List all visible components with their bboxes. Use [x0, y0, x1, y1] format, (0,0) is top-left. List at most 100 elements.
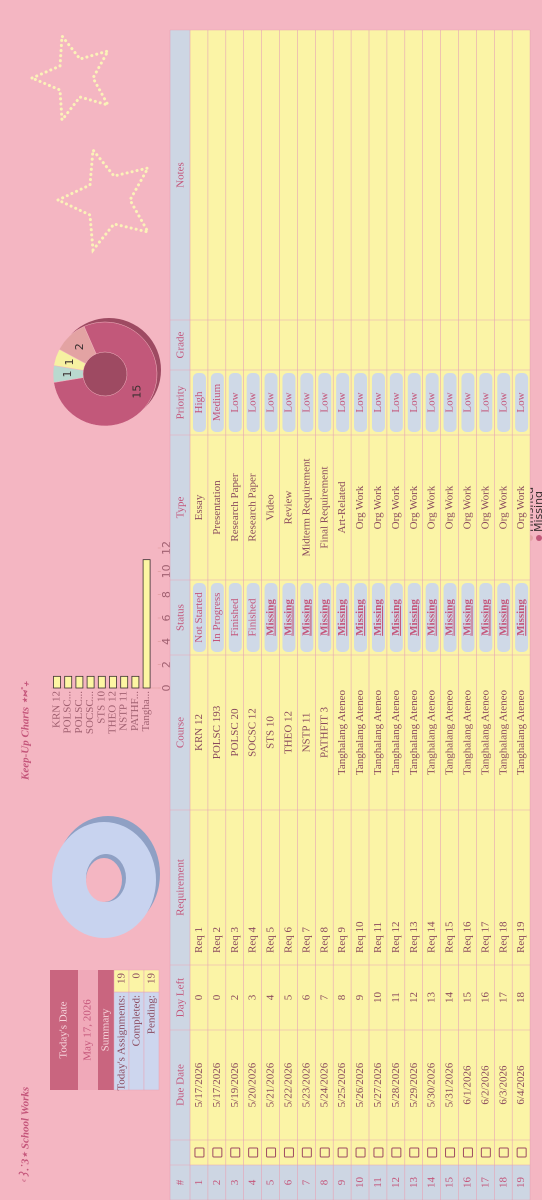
bar [86, 675, 95, 689]
status-chip [336, 583, 350, 652]
day-left: 0 [193, 994, 205, 1000]
type: Essay [193, 494, 205, 520]
day-left: 3 [247, 994, 259, 1000]
summary-label: Pending: [146, 995, 158, 1034]
status: Not Started [193, 592, 205, 643]
row-number: 14 [426, 1177, 438, 1189]
course: Tanghalang Ateneo [515, 689, 527, 775]
priority-chip [192, 373, 206, 432]
priority: Low [461, 392, 473, 412]
checkbox[interactable] [283, 1147, 294, 1158]
summary-value: 19 [146, 973, 158, 985]
course: POLSC 20 [229, 708, 241, 756]
checkbox[interactable] [212, 1147, 223, 1158]
status-chip [300, 583, 314, 652]
date-value: May 17, 2026 [82, 999, 94, 1061]
requirement: Req 8 [318, 927, 330, 953]
due-date: 5/23/2026 [300, 1062, 312, 1107]
status: In Progress [211, 593, 223, 643]
bar [75, 675, 84, 689]
checkbox[interactable] [248, 1147, 259, 1158]
category-label: STS 10 [95, 691, 107, 724]
status: Missing [408, 599, 420, 636]
checkbox[interactable] [445, 1147, 456, 1158]
checkbox[interactable] [301, 1147, 312, 1158]
x-tick-label: 4 [160, 638, 173, 645]
status: Missing [444, 599, 456, 636]
type: Org Work [354, 485, 366, 529]
due-date: 5/17/2026 [211, 1062, 223, 1107]
day-left: 15 [461, 992, 473, 1004]
due-date: 5/27/2026 [372, 1062, 384, 1107]
priority-chip [318, 373, 332, 432]
checkbox[interactable] [373, 1147, 384, 1158]
requirement: Req 18 [497, 921, 509, 953]
priority: Low [408, 392, 420, 412]
status-chip [461, 583, 475, 652]
status: Missing [426, 599, 438, 636]
priority-chip [264, 373, 278, 432]
status-chip [389, 583, 403, 652]
checkbox[interactable] [319, 1147, 330, 1158]
column-header: # [175, 1179, 187, 1185]
due-date: 5/21/2026 [265, 1062, 277, 1107]
priority: Low [336, 392, 348, 412]
checkbox[interactable] [498, 1147, 509, 1158]
day-left: 13 [426, 992, 438, 1004]
bar [97, 675, 106, 689]
status: Missing [300, 599, 312, 636]
type: Org Work [390, 485, 402, 529]
day-left: 9 [354, 994, 366, 1000]
status: Missing [265, 599, 277, 636]
course: Tanghalang Ateneo [426, 689, 438, 775]
type: Midterm Requirement [300, 458, 312, 556]
due-date: 5/24/2026 [318, 1062, 330, 1107]
status: Missing [497, 599, 509, 636]
column-header: Requirement [175, 859, 187, 916]
course: Tanghalang Ateneo [372, 689, 384, 775]
status-chip [479, 583, 493, 652]
type: Org Work [497, 485, 509, 529]
row-number: 2 [211, 1180, 223, 1186]
requirement: Req 16 [461, 921, 473, 953]
row-number: 6 [282, 1179, 294, 1185]
column-header: Type [175, 496, 187, 518]
checkbox[interactable] [337, 1147, 348, 1158]
charts-title: Keep-Up Charts ⋆⑅˚₊ [20, 681, 32, 781]
status-chip [443, 583, 457, 652]
checkbox[interactable] [516, 1147, 527, 1158]
status: Missing [318, 599, 330, 636]
due-date: 5/19/2026 [229, 1062, 241, 1107]
checkbox[interactable] [194, 1147, 205, 1158]
course: Tanghalang Ateneo [461, 689, 473, 775]
priority-chip [282, 373, 296, 432]
checkbox[interactable] [230, 1147, 241, 1158]
category-label: Tangha... [140, 691, 152, 732]
type: Org Work [479, 485, 491, 529]
requirement: Req 3 [229, 927, 241, 953]
status-chip [497, 583, 511, 652]
checkbox[interactable] [355, 1147, 366, 1158]
day-left: 5 [282, 994, 294, 1000]
due-date: 6/1/2026 [461, 1065, 473, 1105]
checkbox[interactable] [462, 1147, 473, 1158]
donut-hole [86, 858, 122, 902]
status: Missing [372, 599, 384, 636]
requirement: Req 15 [444, 921, 456, 953]
checkbox[interactable] [391, 1147, 402, 1158]
checkbox[interactable] [266, 1147, 277, 1158]
status-chip [515, 583, 529, 652]
checkbox[interactable] [427, 1147, 438, 1158]
course: POLSC 193 [211, 705, 223, 759]
due-date: 5/22/2026 [282, 1062, 294, 1107]
type: Org Work [461, 485, 473, 529]
summary-value: 19 [116, 973, 128, 985]
priority-chip [479, 373, 493, 432]
column-header: Status [175, 604, 187, 631]
x-tick-label: 8 [160, 591, 173, 598]
row-number: 3 [229, 1179, 241, 1185]
day-left: 17 [497, 992, 509, 1004]
type: Org Work [515, 485, 527, 529]
checkbox[interactable] [409, 1147, 420, 1158]
checkbox[interactable] [480, 1147, 491, 1158]
